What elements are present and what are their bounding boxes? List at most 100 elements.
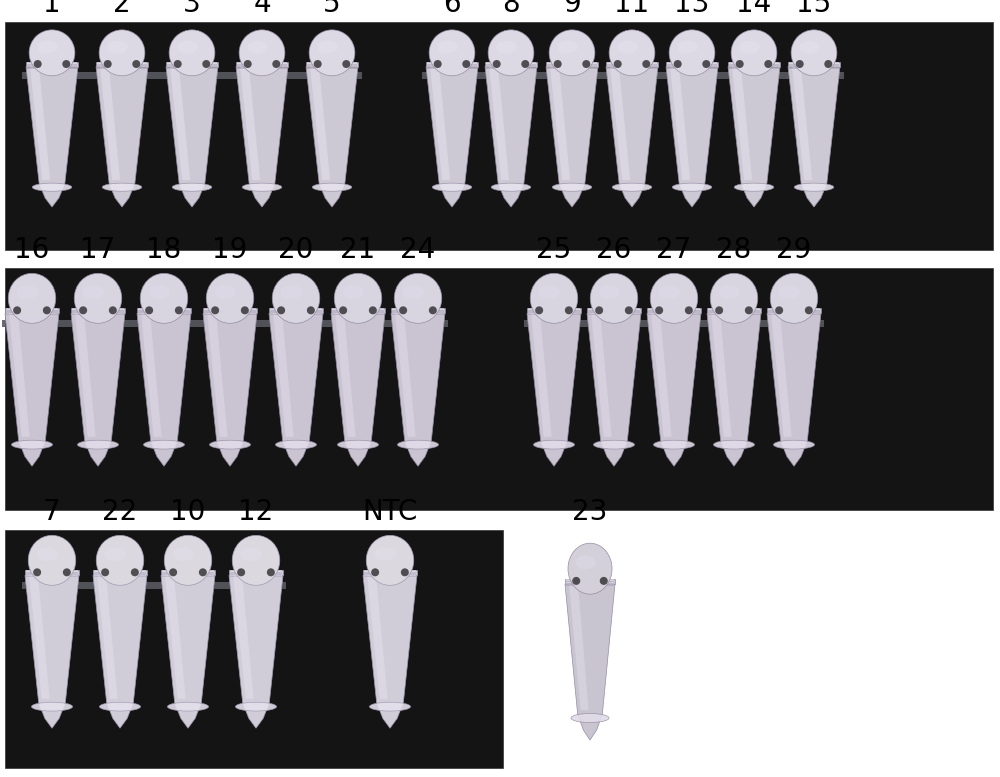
Polygon shape — [233, 575, 254, 699]
Bar — [524, 319, 824, 326]
Polygon shape — [9, 313, 30, 437]
Ellipse shape — [314, 60, 322, 68]
Ellipse shape — [593, 441, 635, 449]
Text: 16: 16 — [14, 236, 50, 264]
Bar — [486, 62, 536, 68]
Ellipse shape — [496, 40, 517, 54]
Text: 28: 28 — [716, 236, 752, 264]
Polygon shape — [489, 67, 509, 180]
Bar — [162, 573, 214, 574]
Polygon shape — [269, 313, 323, 466]
Bar — [22, 582, 286, 589]
Ellipse shape — [267, 568, 275, 577]
Bar — [162, 576, 214, 577]
Polygon shape — [651, 313, 672, 437]
Bar — [566, 583, 614, 584]
Bar — [204, 314, 256, 315]
Bar — [588, 312, 640, 313]
Ellipse shape — [169, 30, 215, 76]
Polygon shape — [395, 313, 416, 437]
Ellipse shape — [375, 547, 396, 561]
Bar — [729, 67, 779, 68]
Ellipse shape — [131, 568, 139, 577]
Polygon shape — [29, 575, 50, 699]
Text: 24: 24 — [400, 236, 436, 264]
Polygon shape — [25, 570, 79, 575]
Bar — [204, 308, 256, 314]
Bar — [427, 67, 477, 68]
Ellipse shape — [625, 306, 633, 315]
Polygon shape — [546, 67, 598, 207]
Text: 3: 3 — [183, 0, 201, 18]
Ellipse shape — [63, 568, 71, 577]
Ellipse shape — [109, 306, 117, 315]
Ellipse shape — [736, 60, 744, 68]
Bar — [729, 65, 779, 67]
Ellipse shape — [309, 30, 355, 76]
Ellipse shape — [79, 306, 87, 315]
Ellipse shape — [659, 285, 680, 299]
Ellipse shape — [739, 40, 760, 54]
Ellipse shape — [102, 183, 142, 191]
Polygon shape — [670, 67, 690, 180]
Polygon shape — [711, 313, 732, 437]
Ellipse shape — [241, 306, 249, 315]
Bar — [167, 67, 217, 68]
Bar — [97, 65, 147, 67]
Polygon shape — [587, 308, 641, 313]
Polygon shape — [310, 67, 330, 180]
Ellipse shape — [209, 441, 251, 449]
Ellipse shape — [172, 183, 212, 191]
Polygon shape — [569, 584, 589, 710]
Ellipse shape — [235, 702, 277, 711]
Bar — [230, 570, 282, 577]
Ellipse shape — [96, 535, 144, 585]
Ellipse shape — [239, 30, 285, 76]
Polygon shape — [587, 313, 641, 466]
Ellipse shape — [609, 30, 655, 76]
Bar — [392, 314, 444, 315]
Bar — [547, 62, 597, 68]
Ellipse shape — [33, 568, 41, 577]
Bar — [5, 22, 993, 250]
Text: 1: 1 — [43, 0, 61, 18]
Ellipse shape — [369, 306, 377, 315]
Bar — [364, 574, 416, 576]
Ellipse shape — [164, 535, 212, 585]
Bar — [422, 72, 602, 79]
Ellipse shape — [572, 577, 580, 585]
Text: 26: 26 — [596, 236, 632, 264]
Ellipse shape — [37, 547, 58, 561]
Polygon shape — [93, 570, 147, 575]
Ellipse shape — [343, 285, 364, 299]
Ellipse shape — [206, 274, 254, 323]
Text: 19: 19 — [212, 236, 248, 264]
Bar — [6, 312, 58, 313]
Ellipse shape — [775, 306, 783, 315]
Polygon shape — [527, 313, 581, 466]
Ellipse shape — [247, 40, 268, 54]
Bar — [26, 570, 78, 577]
Bar — [768, 312, 820, 313]
Polygon shape — [25, 575, 79, 728]
Polygon shape — [771, 313, 792, 437]
Text: 6: 6 — [443, 0, 461, 18]
Polygon shape — [767, 308, 821, 313]
Ellipse shape — [429, 30, 475, 76]
Polygon shape — [666, 62, 718, 67]
Ellipse shape — [83, 285, 104, 299]
Text: 22: 22 — [102, 498, 138, 526]
Polygon shape — [335, 313, 356, 437]
Bar — [237, 67, 287, 68]
Bar — [270, 310, 322, 312]
Polygon shape — [331, 308, 385, 313]
Ellipse shape — [99, 30, 145, 76]
Polygon shape — [565, 584, 615, 740]
Bar — [307, 65, 357, 67]
Ellipse shape — [317, 40, 338, 54]
Ellipse shape — [403, 285, 424, 299]
Ellipse shape — [145, 306, 153, 315]
Ellipse shape — [432, 183, 472, 191]
Polygon shape — [606, 62, 658, 67]
Ellipse shape — [590, 274, 638, 323]
